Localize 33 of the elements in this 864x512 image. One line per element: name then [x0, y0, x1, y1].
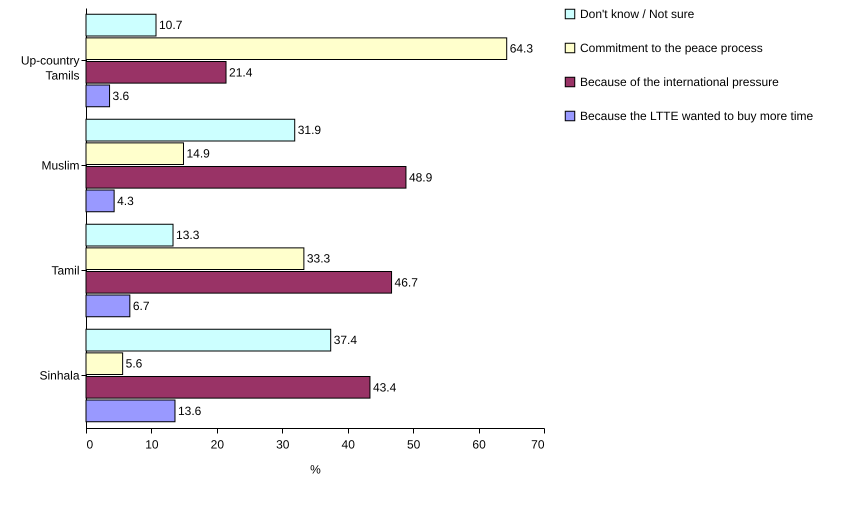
x-tick-label: 50 [406, 438, 421, 452]
legend-label: Commitment to the peace process [580, 41, 763, 55]
data-label: 13.3 [176, 228, 200, 242]
data-label: 64.3 [510, 42, 534, 56]
legend-label: Because of the international pressure [580, 75, 780, 89]
x-axis-title: % [310, 462, 322, 476]
y-tick-label: Muslim [42, 158, 80, 172]
data-label: 10.7 [159, 18, 183, 32]
x-tick-label: 70 [531, 438, 545, 452]
data-label: 48.9 [408, 170, 433, 184]
x-tick-label: 10 [145, 438, 159, 452]
data-label: 5.6 [126, 356, 143, 371]
y-tick-label: Tamil [51, 264, 80, 278]
data-label: 6.7 [132, 298, 150, 313]
legend-label: Don't know / Not sure [580, 7, 695, 21]
data-label: 46.7 [394, 275, 418, 290]
data-label: 21.4 [229, 65, 253, 80]
y-tick-label: Up-country Tamils [20, 54, 80, 82]
x-tick-label: 30 [276, 438, 290, 452]
x-tick-label: 0 [86, 438, 94, 452]
legend-label: Because the LTTE wanted to buy more time [580, 109, 814, 123]
data-label: 33.3 [306, 252, 331, 266]
x-tick-label: 60 [472, 438, 486, 452]
data-label: 31.9 [298, 123, 322, 138]
x-tick-label: 20 [210, 438, 224, 452]
data-label: 43.4 [372, 380, 397, 394]
data-label: 14.9 [186, 146, 210, 161]
y-tick-label: Sinhala [39, 368, 80, 382]
x-tick-label: 40 [342, 438, 356, 452]
data-label: 37.4 [334, 333, 358, 348]
data-label: 4.3 [117, 194, 134, 208]
data-label: 13.6 [178, 404, 202, 418]
data-label: 3.6 [112, 88, 130, 103]
